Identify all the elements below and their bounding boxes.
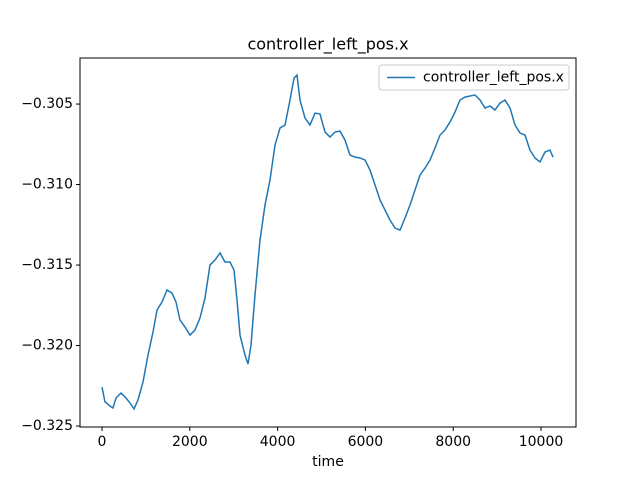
x-tick-label: 4000 (260, 434, 296, 450)
line (101, 73, 554, 411)
x-tick-label: 0 (98, 434, 107, 450)
y-tick-label: −0.310 (21, 177, 73, 193)
x-tick-label: 2000 (172, 434, 208, 450)
y-tick-label: −0.320 (21, 338, 73, 354)
y-tick-label: −0.325 (21, 418, 73, 434)
plot-frame (79, 57, 577, 428)
chart-title: controller_left_pos.x (247, 35, 408, 55)
y-tick-label: −0.305 (21, 96, 73, 112)
legend-label: controller_left_pos.x (423, 70, 564, 86)
legend-box (378, 64, 570, 91)
y-tick-label: −0.315 (21, 257, 73, 273)
x-axis-label: time (312, 454, 344, 470)
x-tick-label: 8000 (435, 434, 471, 450)
x-tick-label: 6000 (348, 434, 384, 450)
x-tick-label: 10000 (519, 434, 564, 450)
